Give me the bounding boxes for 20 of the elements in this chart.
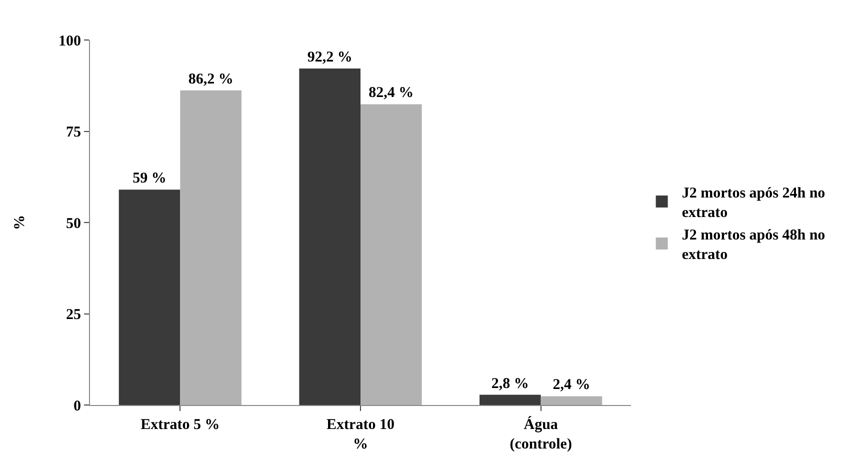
bar	[360, 104, 422, 405]
x-tick-label: Extrato 10 %	[326, 417, 394, 452]
legend-label: J2 mortos após 48h no extrato	[682, 228, 826, 264]
data-label: 92,2 %	[307, 49, 352, 66]
x-tick-label: Água (controle)	[510, 416, 572, 452]
y-tick-label: 25	[66, 307, 81, 323]
y-tick-label: 0	[74, 398, 81, 414]
data-label: 59 %	[132, 170, 166, 187]
y-tick-label: 75	[66, 124, 81, 140]
x-tick-label: Extrato 5 %	[140, 417, 220, 433]
y-axis-title: %	[12, 215, 28, 230]
legend-label: J2 mortos após 24h no extrato	[682, 186, 826, 222]
bar	[180, 90, 242, 405]
data-label: 2,8 %	[491, 376, 529, 392]
y-tick-label: 100	[58, 33, 81, 50]
bar	[540, 396, 602, 405]
data-label: 82,4 %	[368, 85, 414, 102]
data-label: 2,4 %	[552, 377, 590, 394]
data-label: 86,2 %	[188, 71, 234, 88]
y-tick-label: 50	[66, 216, 81, 232]
